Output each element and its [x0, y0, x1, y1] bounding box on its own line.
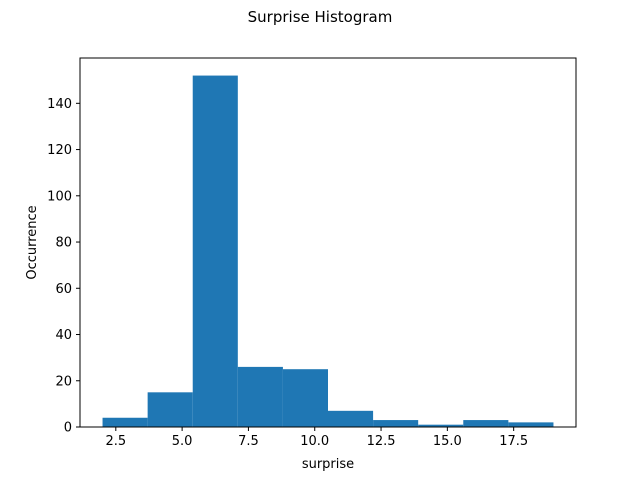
x-tick-label: 7.5 — [238, 434, 259, 449]
x-tick-label: 10.0 — [300, 434, 329, 449]
bars-group — [102, 75, 554, 428]
histogram-bar-2 — [147, 392, 193, 427]
y-tick-label: 140 — [47, 97, 72, 112]
y-tick-label: 40 — [55, 328, 72, 343]
x-tick-label: 15.0 — [433, 434, 462, 449]
y-tick-label: 120 — [47, 143, 72, 158]
histogram-bar-3 — [192, 75, 238, 428]
histogram-bar-9 — [463, 420, 509, 427]
y-axis-label: Occurrence — [25, 205, 40, 279]
histogram-bar-4 — [237, 366, 283, 427]
y-tick-label: 20 — [55, 374, 72, 389]
plot-area: 2.5 5.0 7.5 10.0 12.5 15.0 17.5 0 20 40 60 80 100 12… — [47, 57, 577, 449]
y-tick-label: 60 — [55, 282, 72, 297]
y-tick-label: 80 — [55, 236, 72, 251]
x-tick-label: 12.5 — [367, 434, 396, 449]
x-tick-label: 17.5 — [499, 434, 528, 449]
chart-title: Surprise Histogram — [248, 8, 393, 26]
x-tick-label: 2.5 — [105, 434, 126, 449]
x-axis-label: surprise — [302, 457, 354, 472]
histogram-bar-6 — [328, 410, 374, 427]
x-axis-ticks: 2.5 5.0 7.5 10.0 12.5 15.0 17.5 — [105, 427, 528, 449]
x-tick-label: 5.0 — [172, 434, 193, 449]
histogram-bar-8 — [418, 424, 464, 427]
histogram-bar-5 — [282, 369, 328, 427]
histogram-bar-7 — [373, 420, 419, 427]
histogram-bar-10 — [508, 422, 554, 427]
axes-frame — [79, 57, 577, 428]
y-tick-label: 100 — [47, 189, 72, 204]
y-tick-label: 0 — [64, 421, 72, 436]
y-axis-ticks: 0 20 40 60 80 100 120 140 — [47, 97, 80, 436]
histogram-bar-1 — [102, 417, 148, 427]
